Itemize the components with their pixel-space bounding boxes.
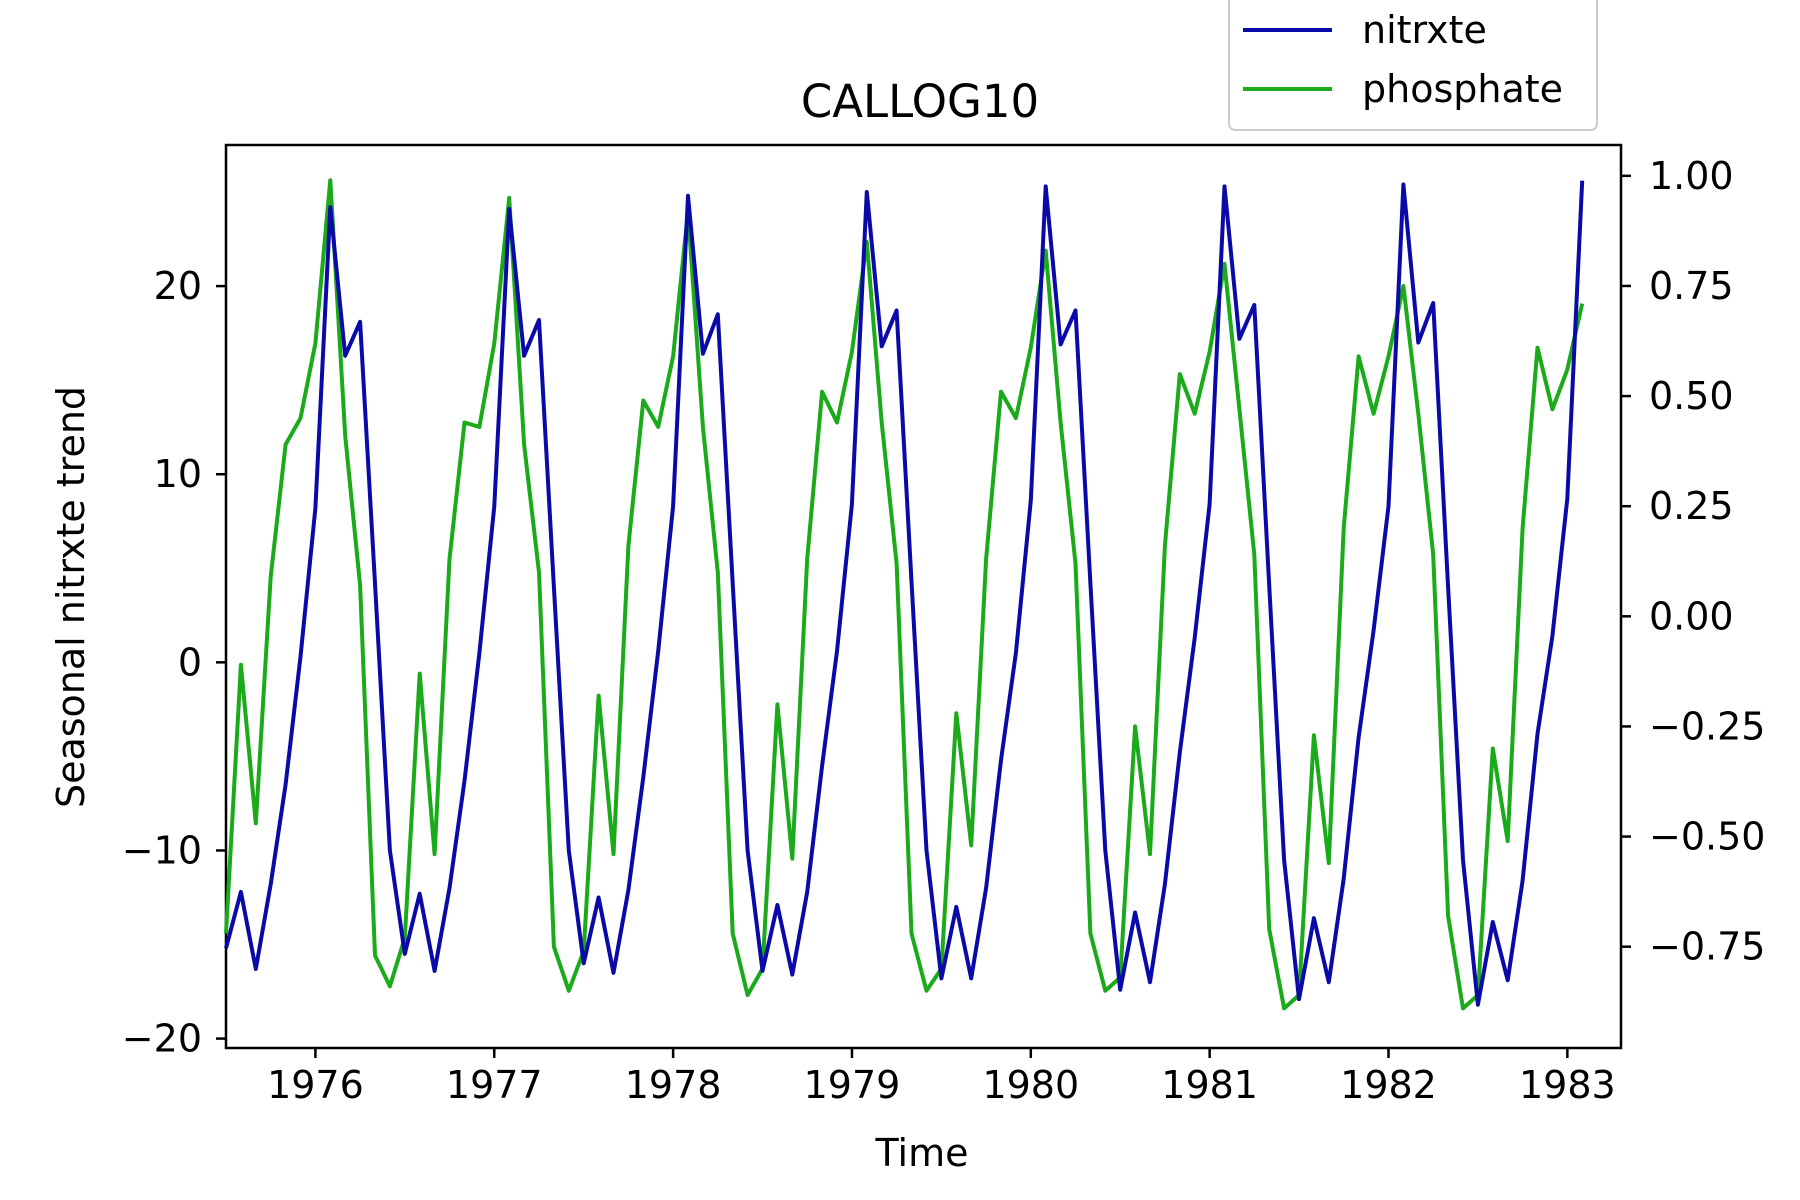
series-line-nitrxte xyxy=(224,180,1585,1007)
series-layer xyxy=(224,178,1585,1011)
y-right-tick-label: 0.50 xyxy=(1649,374,1734,418)
y-right-tick-label: −0.25 xyxy=(1649,704,1765,748)
plot-frame xyxy=(224,143,1623,1050)
y-right-tick-label: −0.50 xyxy=(1649,815,1765,859)
y-axis-left: 20 10 0 −10 −20 xyxy=(122,264,226,1061)
x-tick-label: 1978 xyxy=(625,1063,722,1107)
y-right-tick-label: 0.25 xyxy=(1649,484,1734,528)
y-right-tick-label: 1.00 xyxy=(1649,154,1734,198)
x-tick-label: 1981 xyxy=(1161,1063,1258,1107)
legend-label-phosphate: phosphate xyxy=(1362,67,1563,111)
y-right-tick-label: −0.75 xyxy=(1649,925,1765,969)
plot-area xyxy=(224,143,1623,1050)
y-left-tick-label: 0 xyxy=(178,640,202,684)
y-axis-left-label: Seasonal nitrxte trend xyxy=(49,386,93,808)
x-tick-label: 1976 xyxy=(267,1063,364,1107)
legend: nitrxte phosphate xyxy=(1228,0,1598,131)
y-left-tick-label: −20 xyxy=(122,1017,202,1061)
legend-label-nitrxte: nitrxte xyxy=(1362,8,1487,52)
x-tick-label: 1980 xyxy=(982,1063,1079,1107)
y-left-tick-label: −10 xyxy=(122,828,202,872)
y-axis-right: 1.00 0.75 0.50 0.25 0.00 −0.25 −0.50 −0.75 xyxy=(1621,154,1765,969)
y-right-tick-label: 0.75 xyxy=(1649,264,1734,308)
y-right-tick-label: 0.00 xyxy=(1649,594,1734,638)
x-tick-label: 1983 xyxy=(1519,1063,1616,1107)
x-tick-label: 1982 xyxy=(1340,1063,1437,1107)
x-axis: 1976 1977 1978 1979 1980 1981 1982 1983 xyxy=(267,1048,1616,1107)
x-axis-label: Time xyxy=(875,1131,969,1175)
chart-title: CALLOG10 xyxy=(801,75,1039,128)
y-left-tick-label: 20 xyxy=(154,264,202,308)
legend-box xyxy=(1228,0,1598,131)
x-tick-label: 1979 xyxy=(804,1063,901,1107)
x-tick-label: 1977 xyxy=(446,1063,543,1107)
series-line-phosphate xyxy=(224,178,1585,1011)
y-left-tick-label: 10 xyxy=(154,452,202,496)
